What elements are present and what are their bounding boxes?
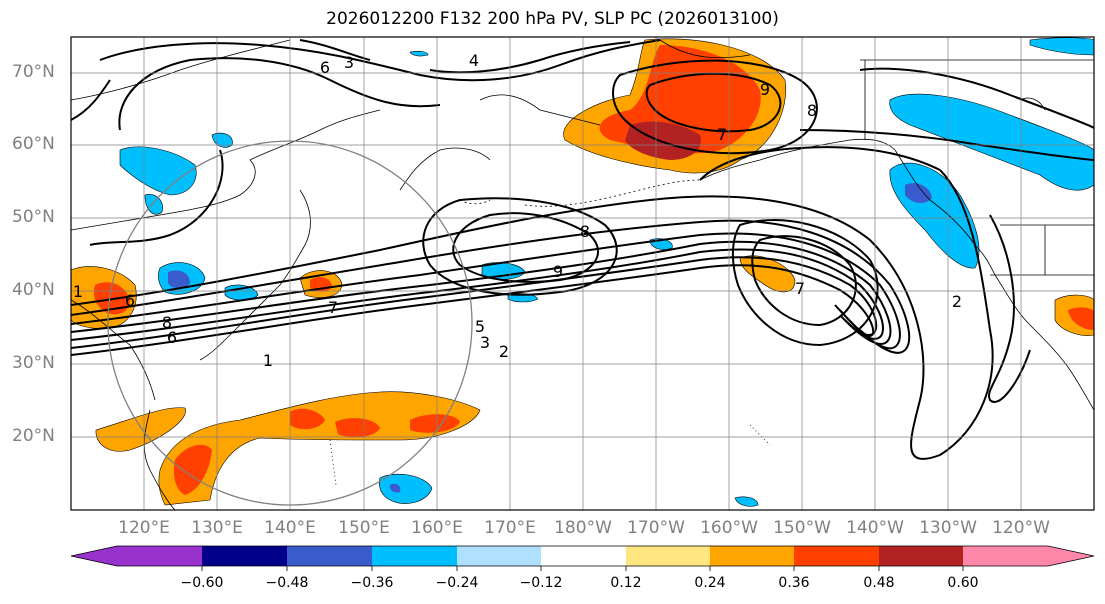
colorbar-tick-label: 0.24 bbox=[694, 575, 726, 591]
contour-label: 6 bbox=[320, 58, 330, 77]
contour-label-group: 6 3 4 9 8 7 8 9 7 2 5 3 2 1 7 6 8 6 1 bbox=[73, 51, 962, 370]
lon-label-160e: 160°E bbox=[411, 518, 463, 538]
colorbar-bin bbox=[879, 546, 963, 566]
colorbar-bin bbox=[963, 546, 1048, 566]
contour-label: 3 bbox=[344, 53, 354, 72]
colorbar-tick-label: −0.60 bbox=[180, 575, 224, 591]
lat-label-70n: 70°N bbox=[12, 62, 55, 82]
colorbar-tick-label: 0.60 bbox=[947, 575, 979, 591]
lon-label-180w: 180°W bbox=[554, 518, 612, 538]
lon-label-120w: 120°W bbox=[992, 518, 1050, 538]
plot-frame bbox=[70, 36, 1095, 511]
colorbar-bin bbox=[202, 546, 287, 566]
contour-label: 1 bbox=[263, 351, 273, 370]
colorbar-bin bbox=[626, 546, 710, 566]
colorbar-bin bbox=[541, 546, 626, 566]
colorbar-bin bbox=[710, 546, 794, 566]
contour-label: 8 bbox=[580, 222, 590, 241]
pv-negative-anomalies bbox=[119, 37, 1094, 507]
contour-label: 3 bbox=[480, 333, 490, 352]
pv-positive-anomalies bbox=[71, 38, 1094, 506]
lon-label-140w: 140°W bbox=[846, 518, 904, 538]
contour-label: 1 bbox=[73, 282, 83, 301]
range-circle bbox=[107, 140, 473, 506]
lat-label-50n: 50°N bbox=[12, 207, 55, 227]
colorbar-tick-label: −0.24 bbox=[435, 575, 479, 591]
colorbar bbox=[70, 545, 1095, 571]
colorbar-max-extend bbox=[1048, 546, 1094, 566]
contour-label: 8 bbox=[162, 313, 172, 332]
colorbar-bin bbox=[287, 546, 372, 566]
lon-label-120e: 120°E bbox=[118, 518, 170, 538]
lat-label-60n: 60°N bbox=[12, 134, 55, 154]
contour-label: 9 bbox=[760, 80, 770, 99]
contour-label: 6 bbox=[167, 328, 177, 347]
colorbar-tick-label: 0.36 bbox=[778, 575, 810, 591]
contour-label: 7 bbox=[795, 279, 805, 298]
colorbar-tick-label: 0.48 bbox=[863, 575, 895, 591]
colorbar-bin bbox=[372, 546, 457, 566]
lon-label-170e: 170°E bbox=[484, 518, 536, 538]
map-title: 2026012200 F132 200 hPa PV, SLP PC (2026… bbox=[326, 9, 779, 29]
contour-label: 2 bbox=[499, 342, 509, 361]
contour-label: 8 bbox=[807, 101, 817, 120]
contour-label: 7 bbox=[328, 298, 338, 317]
contour-label: 7 bbox=[717, 125, 727, 144]
lat-label-30n: 30°N bbox=[12, 353, 55, 373]
lon-label-130w: 130°W bbox=[919, 518, 977, 538]
graticule bbox=[71, 37, 1094, 510]
colorbar-min-extend bbox=[71, 546, 117, 566]
coastlines bbox=[71, 39, 1094, 510]
colorbar-tick-label: −0.36 bbox=[350, 575, 394, 591]
lon-label-170w: 170°W bbox=[627, 518, 685, 538]
lon-label-130e: 130°E bbox=[191, 518, 243, 538]
colorbar-tick-label: −0.12 bbox=[519, 575, 563, 591]
contour-label: 6 bbox=[125, 291, 135, 310]
lon-label-160w: 160°W bbox=[700, 518, 758, 538]
lon-label-150w: 150°W bbox=[773, 518, 831, 538]
colorbar-outline bbox=[70, 545, 1095, 567]
colorbar-bin bbox=[794, 546, 879, 566]
contour-label: 9 bbox=[553, 262, 563, 281]
colorbar-tick-label: 0.12 bbox=[610, 575, 642, 591]
lon-label-140e: 140°E bbox=[264, 518, 316, 538]
contour-label: 2 bbox=[952, 292, 962, 311]
contour-label: 4 bbox=[469, 51, 479, 70]
lat-label-20n: 20°N bbox=[12, 426, 55, 446]
colorbar-bin bbox=[117, 546, 202, 566]
colorbar-tick-label: −0.48 bbox=[265, 575, 309, 591]
lon-label-150e: 150°E bbox=[338, 518, 390, 538]
lat-label-40n: 40°N bbox=[12, 280, 55, 300]
colorbar-bin bbox=[457, 546, 541, 566]
contour-label: 5 bbox=[475, 317, 485, 336]
